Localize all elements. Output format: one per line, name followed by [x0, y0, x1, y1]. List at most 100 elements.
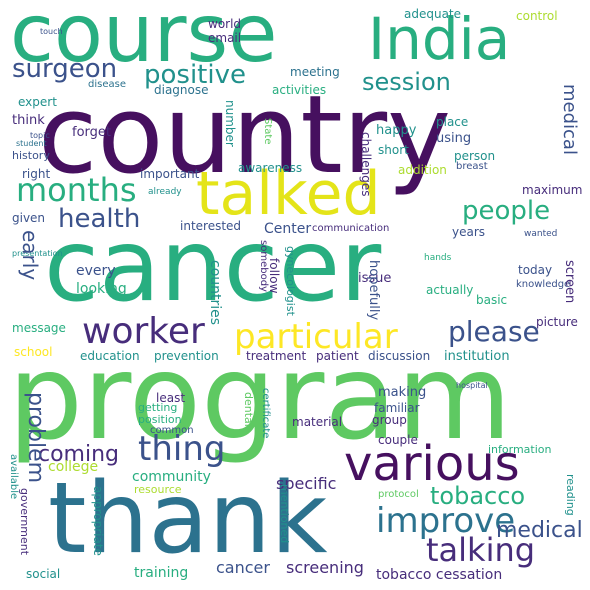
word-disease: disease [88, 79, 126, 90]
word-adequate: adequate [404, 7, 462, 21]
word-position: position [138, 413, 182, 426]
word-number: number [223, 100, 237, 147]
word-institution: institution [444, 349, 510, 364]
word-resource: resource [134, 483, 182, 496]
word-short: short [378, 143, 409, 157]
word-years: years [452, 225, 486, 239]
word-already: already [148, 187, 182, 197]
word-using: using [436, 131, 472, 146]
word-months: months [16, 171, 137, 209]
word-student: student [16, 139, 47, 148]
word-place: place [436, 115, 469, 129]
word-people: people [462, 196, 551, 226]
word-material: material [292, 415, 343, 429]
word-thank: thank [48, 462, 328, 576]
word-government: government [18, 488, 31, 556]
word-positive: positive [144, 60, 246, 90]
word-specific: specific [276, 474, 337, 493]
word-knowledge: knowledge [516, 279, 571, 290]
word-challenges: challenges [359, 132, 373, 197]
word-cancer-small: cancer [216, 558, 270, 577]
word-training: training [134, 565, 189, 581]
word-person: person [454, 149, 496, 163]
word-world: world [208, 17, 242, 31]
word-control: control [516, 9, 558, 23]
word-presentation: presentation [12, 249, 63, 258]
word-improve: improve [376, 501, 516, 541]
word-breast: breast [456, 161, 488, 172]
word-important: important [140, 167, 200, 181]
word-meeting: meeting [290, 65, 340, 79]
word-activities: activities [272, 83, 327, 97]
word-hands: hands [424, 253, 452, 263]
word-maximum: maximum [522, 183, 583, 197]
word-worker: worker [82, 311, 205, 352]
word-think: think [12, 113, 45, 128]
word-country: country [38, 73, 452, 198]
word-hospital: hospital [456, 381, 488, 390]
word-health: health [58, 204, 141, 234]
word-course: course [10, 0, 278, 80]
word-group: group [372, 413, 407, 427]
word-screening: screening [286, 558, 364, 577]
word-screen: screen [562, 260, 577, 304]
word-program: program [8, 328, 512, 466]
word-expert: expert [18, 95, 57, 109]
word-wanted: wanted [524, 229, 558, 239]
word-tobacco-cessation: tobacco cessation [376, 567, 503, 583]
word-picture: picture [536, 315, 578, 329]
word-reading: reading [564, 474, 577, 516]
word-please: please [448, 315, 540, 348]
word-countries: countries [207, 260, 223, 326]
word-common: common [150, 425, 194, 436]
word-happy: happy [376, 123, 417, 138]
word-forget: forget [72, 125, 111, 140]
word-actually: actually [426, 283, 474, 297]
word-tobacco: tobacco [430, 482, 526, 510]
word-given: given [12, 211, 46, 225]
word-least: least [156, 391, 186, 405]
word-getting: getting [138, 401, 178, 414]
word-making: making [378, 385, 427, 400]
word-education: education [80, 349, 140, 363]
word-addition: addition [398, 163, 447, 177]
word-particular: particular [234, 317, 398, 357]
word-basic: basic [476, 293, 508, 307]
word-looking: looking [76, 281, 127, 297]
word-hopefully: hopefully [366, 260, 381, 321]
word-india: India [368, 5, 511, 73]
word-medical: medical [496, 518, 583, 543]
word-available: available [8, 454, 19, 500]
word-talked: talked [196, 159, 381, 229]
word-email: email [208, 31, 242, 45]
word-diagnose: diagnose [154, 83, 209, 97]
word-prevention: prevention [154, 349, 219, 363]
word-topic: topic [30, 131, 50, 140]
word-protocol: protocol [378, 489, 419, 500]
word-thing: thing [138, 429, 226, 469]
word-issue: issue [358, 271, 392, 286]
word-right: right [22, 167, 51, 181]
word-somebody: somebody [258, 240, 269, 292]
word-communication: communication [312, 223, 390, 234]
word-college: college [48, 459, 99, 475]
word-certificate: certificate [260, 388, 271, 439]
word-school: school [14, 345, 53, 359]
word-session: session [362, 68, 451, 96]
word-center: Center [264, 221, 312, 237]
word-early: early [18, 230, 42, 281]
word-touch: touch [40, 27, 63, 36]
word-dental: dental [242, 392, 255, 427]
word-discussion: discussion [368, 349, 431, 363]
word-coming: coming [38, 442, 120, 467]
word-follow: follow [267, 258, 281, 294]
word-familiar: familiar [374, 401, 420, 415]
word-interested: interested [180, 219, 242, 233]
word-problem: problem [23, 392, 48, 484]
word-various: various [344, 436, 520, 492]
word-treatment: treatment [246, 349, 307, 363]
word-information: information [488, 443, 552, 456]
word-talking: talking [426, 531, 536, 569]
word-cancer: cancer [44, 207, 382, 324]
